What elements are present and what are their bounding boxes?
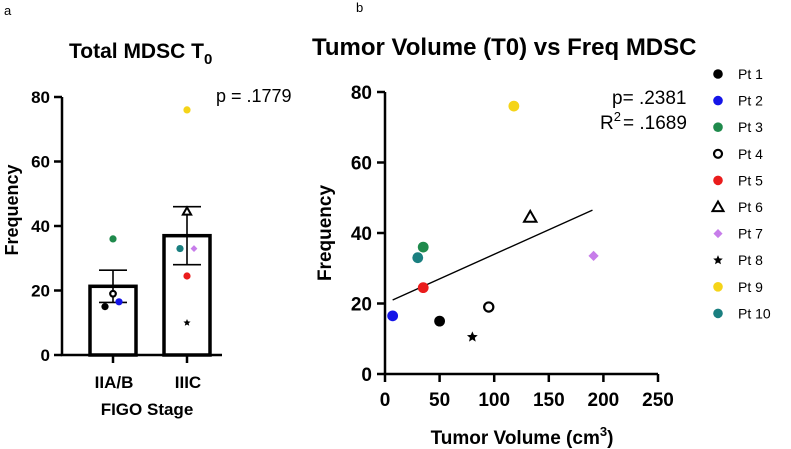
legend-marker-pt-8 [713, 255, 723, 265]
legend-label-pt-2: Pt 2 [738, 93, 763, 109]
point-b-pt-2 [387, 310, 399, 322]
point-b-pt-7 [588, 250, 599, 262]
x-tick-label-a-iiic: IIIC [175, 373, 201, 392]
legend-marker-pt-6 [710, 199, 726, 213]
y-tick-label-b-60: 60 [351, 154, 372, 175]
point-b-pt-4 [483, 301, 495, 313]
point-a-pt-6 [181, 205, 193, 216]
legend-label-pt-1: Pt 1 [738, 66, 763, 82]
x-tick-label-b-0: 0 [380, 390, 391, 411]
legend-marker-pt-9 [713, 282, 723, 292]
point-a-pt-5 [183, 272, 191, 280]
panel-label-a: a [4, 3, 12, 18]
x-tick-label-b-100: 100 [478, 390, 510, 411]
chart-b-y-axis-label: Frequency [315, 185, 336, 282]
chart-b-r-squared: R2 = .1689 [600, 109, 687, 134]
point-b-pt-9 [508, 100, 520, 112]
y-tick-label-b-20: 20 [351, 295, 372, 316]
legend-label-pt-9: Pt 9 [738, 279, 763, 295]
point-b-pt-3 [417, 241, 429, 253]
legend-marker-pt-10 [713, 308, 723, 319]
chart-b-p-value: p= .2381 [612, 88, 687, 109]
x-tick-label-a-iia/b: IIA/B [95, 373, 134, 392]
chart-a-p-value: p = .1779 [216, 86, 292, 106]
legend-marker-pt-3 [713, 122, 723, 132]
y-tick-label-a-40: 40 [31, 217, 50, 236]
legend-marker-pt-7 [713, 229, 723, 239]
point-a-pt-8 [183, 318, 191, 326]
point-a-pt-2 [115, 298, 123, 306]
point-b-pt-5 [417, 282, 429, 294]
chart-a-x-axis-label: FIGO Stage [101, 400, 194, 419]
legend: Pt 1 Pt 2 Pt 3 Pt 4 Pt 5 Pt 6 Pt 7 Pt 8 Pt 9 Pt 1… [710, 66, 771, 321]
y-tick-label-b-40: 40 [351, 224, 372, 245]
legend-label-pt-3: Pt 3 [738, 119, 763, 135]
legend-marker-pt-5 [713, 175, 723, 186]
legend-label-pt-5: Pt 5 [738, 172, 763, 188]
chart-a-title: Total MDSC T0 [69, 40, 212, 68]
chart-b-x-axis-label: Tumor Volume (cm3) [431, 424, 614, 449]
legend-label-pt-4: Pt 4 [738, 146, 763, 162]
y-tick-label-a-60: 60 [31, 153, 50, 172]
point-a-pt-7 [190, 245, 198, 252]
x-tick-label-b-50: 50 [429, 390, 450, 411]
legend-marker-pt-1 [713, 69, 723, 79]
chart-a-y-axis-label: Frequency [2, 164, 22, 255]
point-b-pt-6 [522, 208, 539, 223]
legend-marker-pt-4 [712, 148, 724, 159]
legend-label-pt-10: Pt 10 [738, 305, 771, 321]
point-a-pt-10 [176, 244, 184, 253]
x-tick-label-b-200: 200 [588, 390, 620, 411]
legend-marker-pt-2 [713, 95, 723, 106]
x-tick-label-b-150: 150 [533, 390, 565, 411]
point-a-pt-9 [183, 106, 191, 114]
legend-label-pt-6: Pt 6 [738, 199, 763, 215]
point-a-pt-3 [109, 235, 117, 243]
point-b-pt-8 [466, 331, 478, 342]
legend-label-pt-8: Pt 8 [738, 252, 763, 268]
panel-label-b: b [356, 0, 363, 15]
y-tick-label-b-80: 80 [351, 83, 372, 104]
point-a-pt-4 [109, 289, 117, 298]
y-tick-label-a-80: 80 [31, 88, 50, 107]
x-tick-label-b-250: 250 [642, 390, 674, 411]
chart-b-title: Tumor Volume (T0) vs Freq MDSC [312, 34, 696, 61]
point-b-pt-10 [412, 252, 424, 264]
legend-label-pt-7: Pt 7 [738, 226, 763, 242]
y-tick-label-a-20: 20 [31, 282, 50, 301]
y-tick-label-a-0: 0 [41, 346, 50, 365]
y-tick-label-b-0: 0 [361, 365, 372, 386]
point-b-pt-1 [434, 315, 445, 327]
point-a-pt-1 [101, 303, 109, 311]
